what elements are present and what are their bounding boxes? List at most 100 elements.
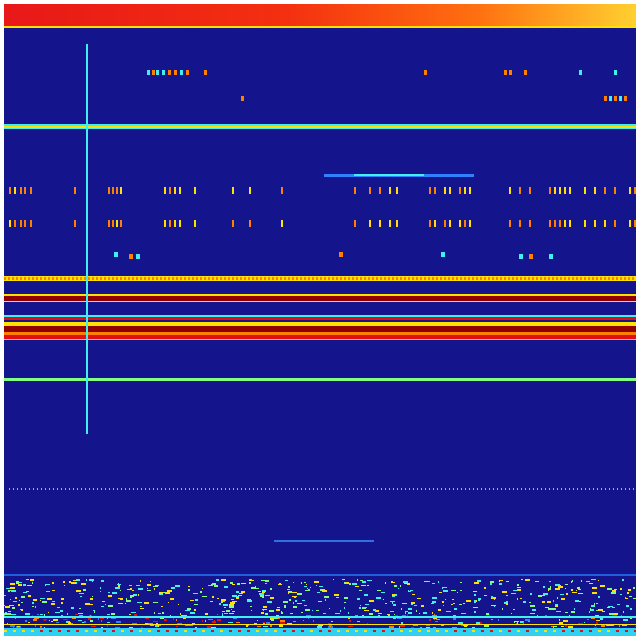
noise-pixel — [600, 618, 603, 620]
noise-pixel — [159, 592, 163, 594]
noise-pixel — [216, 579, 219, 581]
bottom-band-dot — [238, 630, 241, 632]
noise-pixel — [193, 593, 198, 594]
dotted-line-dot — [525, 488, 526, 490]
noise-pixel — [520, 621, 524, 623]
noise-pixel — [377, 590, 381, 591]
noise-pixel — [429, 619, 431, 621]
dotted-line-dot — [161, 488, 162, 490]
bottom-band-dot — [301, 630, 304, 632]
burst-mark — [232, 220, 234, 227]
dotted-line-dot — [373, 488, 374, 490]
noise-pixel — [162, 612, 164, 614]
dotted-band-dot — [388, 277, 390, 280]
noise-pixel — [577, 587, 580, 589]
dotted-line-dot — [533, 488, 534, 490]
noise-pixel — [4, 605, 5, 606]
horizontal-line — [4, 124, 636, 126]
noise-pixel — [93, 610, 95, 611]
dotted-line-dot — [157, 488, 158, 490]
noise-pixel — [101, 580, 104, 582]
dotted-band-dot — [12, 277, 14, 280]
dotted-line-dot — [289, 488, 290, 490]
dotted-line-dot — [197, 488, 198, 490]
noise-pixel — [407, 583, 410, 585]
dotted-line-dot — [501, 488, 502, 490]
noise-pixel — [229, 604, 234, 606]
noise-pixel — [362, 581, 366, 583]
noise-pixel — [288, 591, 292, 593]
noise-pixel — [443, 605, 444, 606]
dotted-line-dot — [109, 488, 110, 490]
dotted-band-dot — [164, 277, 166, 280]
noise-pixel — [284, 605, 286, 607]
noise-pixel — [438, 581, 439, 583]
bottom-band-dot — [445, 630, 448, 632]
dotted-line-dot — [629, 488, 630, 490]
burst-mark — [281, 220, 283, 227]
noise-pixel — [214, 585, 218, 587]
noise-pixel — [4, 613, 9, 615]
noise-pixel — [241, 583, 246, 584]
dotted-band-dot — [348, 277, 350, 280]
noise-pixel — [288, 586, 290, 588]
burst-mark — [519, 254, 523, 259]
noise-pixel — [73, 580, 78, 581]
dotted-line-dot — [69, 488, 70, 490]
burst-mark — [174, 220, 176, 227]
noise-pixel — [587, 619, 589, 620]
speck — [604, 96, 607, 101]
dotted-line-dot — [545, 488, 546, 490]
noise-pixel — [410, 590, 413, 591]
noise-pixel — [628, 589, 631, 591]
burst-mark — [519, 187, 521, 194]
burst-mark — [459, 220, 461, 227]
dotted-line-dot — [345, 488, 346, 490]
bottom-band-dot — [553, 630, 556, 632]
dotted-line-dot — [477, 488, 478, 490]
noise-pixel — [88, 618, 91, 620]
bottom-band-dot — [157, 630, 160, 632]
burst-mark — [559, 187, 561, 194]
burst-mark — [429, 187, 431, 194]
dotted-band-dot — [316, 277, 318, 280]
noise-pixel — [393, 604, 396, 606]
noise-pixel — [19, 600, 20, 601]
band — [4, 332, 636, 335]
noise-pixel — [118, 603, 123, 604]
burst-mark — [30, 187, 32, 194]
noise-pixel — [165, 592, 170, 594]
noise-pixel — [364, 594, 368, 596]
noise-pixel — [528, 621, 530, 622]
bottom-band-dot — [625, 630, 628, 632]
burst-mark — [444, 220, 446, 227]
noise-pixel — [506, 595, 508, 596]
burst-mark — [389, 187, 391, 194]
dotted-band-dot — [224, 277, 226, 280]
noise-pixel — [262, 591, 265, 593]
dotted-line-dot — [381, 488, 382, 490]
noise-pixel — [90, 620, 93, 622]
dotted-line-dot — [309, 488, 310, 490]
bottom-band-dot — [517, 630, 520, 632]
noise-pixel — [154, 612, 155, 614]
noise-pixel — [392, 594, 395, 596]
noise-pixel — [138, 588, 143, 590]
noise-pixel — [390, 601, 395, 602]
bottom-band-dot — [616, 630, 619, 632]
noise-pixel — [284, 607, 286, 608]
burst-mark — [179, 220, 181, 227]
streak — [274, 540, 374, 542]
dotted-band-dot — [472, 277, 474, 280]
dotted-line-dot — [93, 488, 94, 490]
noise-pixel — [195, 627, 197, 628]
dotted-line-dot — [485, 488, 486, 490]
dotted-band-dot — [204, 277, 206, 280]
noise-pixel — [140, 580, 141, 582]
noise-pixel — [278, 584, 282, 585]
noise-pixel — [49, 620, 50, 621]
bottom-band-dot — [112, 630, 115, 632]
bottom-band-dot — [175, 630, 178, 632]
noise-pixel — [18, 584, 22, 586]
noise-pixel — [431, 603, 434, 604]
